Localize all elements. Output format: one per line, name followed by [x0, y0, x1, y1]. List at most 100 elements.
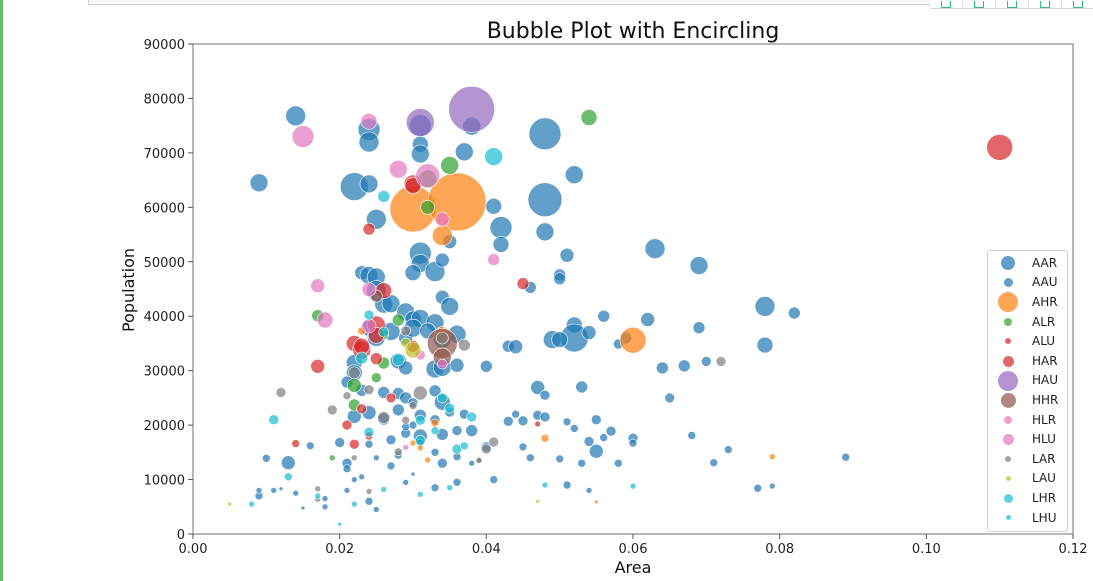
bubble-aar [350, 476, 358, 483]
bubble-aar [408, 420, 418, 430]
legend-item-har: HAR [988, 351, 1067, 371]
delete-button[interactable] [996, 0, 1029, 8]
bubble-aar [628, 438, 638, 448]
bubble-aar [436, 457, 448, 469]
y-tick-label: 30000 [144, 365, 185, 380]
settings-button[interactable] [1062, 0, 1093, 8]
bubble-aar [700, 356, 712, 367]
bubble-lar [401, 415, 411, 425]
bubble-aar [492, 236, 510, 253]
bubble-har [291, 439, 301, 448]
y-tick-label: 60000 [144, 201, 185, 216]
bubble-aau [278, 486, 284, 492]
x-tick-label: 0.02 [325, 542, 354, 557]
bubble-hlu [361, 318, 377, 334]
cell-insert-button[interactable] [930, 0, 963, 8]
delete-icon [1007, 1, 1017, 8]
legend-item-aau: AAU [988, 273, 1067, 293]
bubble-aar [381, 294, 401, 314]
bubble-lhr [466, 411, 478, 423]
bubble-ahr [430, 418, 440, 428]
x-tick-label: 0.08 [765, 542, 794, 557]
bubble-lar [475, 457, 483, 464]
legend-item-hhr: HHR [988, 390, 1067, 410]
bubble-aar [692, 321, 706, 335]
bubble-aar [292, 489, 300, 497]
bubble-lhr [378, 326, 390, 338]
cell-insert-icon [941, 1, 951, 8]
bubble-aar [517, 415, 529, 427]
legend-marker-icon [1004, 415, 1012, 424]
bubble-hlu [316, 311, 334, 329]
legend-item-ahr: AHR [988, 292, 1067, 313]
bubble-aar [562, 417, 572, 427]
bubble-lhr [436, 392, 448, 404]
bubble-aar [372, 506, 380, 513]
bubble-aar [559, 247, 575, 263]
bubble-aar [518, 442, 528, 452]
bubble-har [341, 419, 353, 431]
bubble-lar [408, 401, 418, 410]
bubble-aar [723, 445, 733, 454]
bubble-aar [597, 309, 611, 323]
y-tick-label: 0 [177, 528, 185, 543]
bubble-lar [365, 488, 373, 495]
legend-label: ALR [1032, 314, 1056, 329]
legend-item-lhu: LHU [988, 508, 1067, 528]
bubble-aar [280, 455, 296, 471]
bubble-lar [488, 436, 500, 448]
x-tick-label: 0.00 [179, 542, 208, 557]
bubble-aar [655, 361, 669, 375]
bubble-aau [410, 471, 416, 477]
bubble-aar [588, 443, 604, 459]
legend-item-hlr: HLR [988, 410, 1067, 430]
bubble-lar [393, 447, 403, 457]
bubble-har [348, 438, 360, 450]
y-tick-label: 20000 [144, 419, 185, 434]
bubble-lar [412, 385, 428, 401]
bubble-lhr [430, 426, 440, 435]
bubble-aar [485, 197, 503, 215]
y-tick-label: 70000 [144, 147, 185, 162]
bubble-hlr [360, 113, 378, 130]
bubble-aar [768, 482, 776, 490]
bubble-aar [449, 357, 465, 373]
bubble-hlu [402, 444, 410, 451]
x-tick-label: 0.12 [1059, 542, 1088, 557]
bubble-aar [451, 425, 463, 436]
x-tick-label: 0.06 [619, 542, 648, 557]
bubble-aar [489, 475, 499, 484]
legend-label: HLU [1032, 432, 1056, 447]
legend-marker-icon [1005, 456, 1011, 462]
bubble-alr [391, 313, 405, 327]
bubble-ahr [431, 225, 453, 246]
bubble-aar [468, 459, 476, 467]
legend-marker-icon [998, 292, 1018, 313]
bubble-lar [400, 325, 412, 337]
bubble-lhu [380, 486, 388, 493]
bubble-aar [305, 441, 315, 451]
y-tick-label: 40000 [144, 310, 185, 325]
bubble-aar [590, 414, 602, 426]
bubble-aar [530, 380, 546, 395]
bubble-aar [525, 453, 535, 463]
legend-label: LHR [1032, 490, 1057, 505]
bubble-aar [321, 503, 329, 511]
bubble-aar [709, 458, 719, 468]
legend-label: AHR [1032, 294, 1058, 309]
y-axis-label: Population [119, 248, 138, 332]
comment-button[interactable] [1029, 0, 1062, 8]
x-axis-label: Area [615, 558, 652, 577]
bubble-aar [575, 380, 589, 394]
legend-item-hau: HAU [988, 370, 1067, 391]
expand-button[interactable] [963, 0, 996, 8]
legend-marker-icon [1003, 493, 1013, 503]
chart-title: Bubble Plot with Encircling [487, 19, 780, 44]
legend-label: LAR [1032, 451, 1056, 466]
bubble-lhr [355, 351, 369, 365]
bubble-lhr [391, 353, 405, 367]
legend-label: HAU [1032, 373, 1059, 388]
bubble-aar [440, 297, 460, 316]
legend-label: AAU [1032, 275, 1058, 290]
